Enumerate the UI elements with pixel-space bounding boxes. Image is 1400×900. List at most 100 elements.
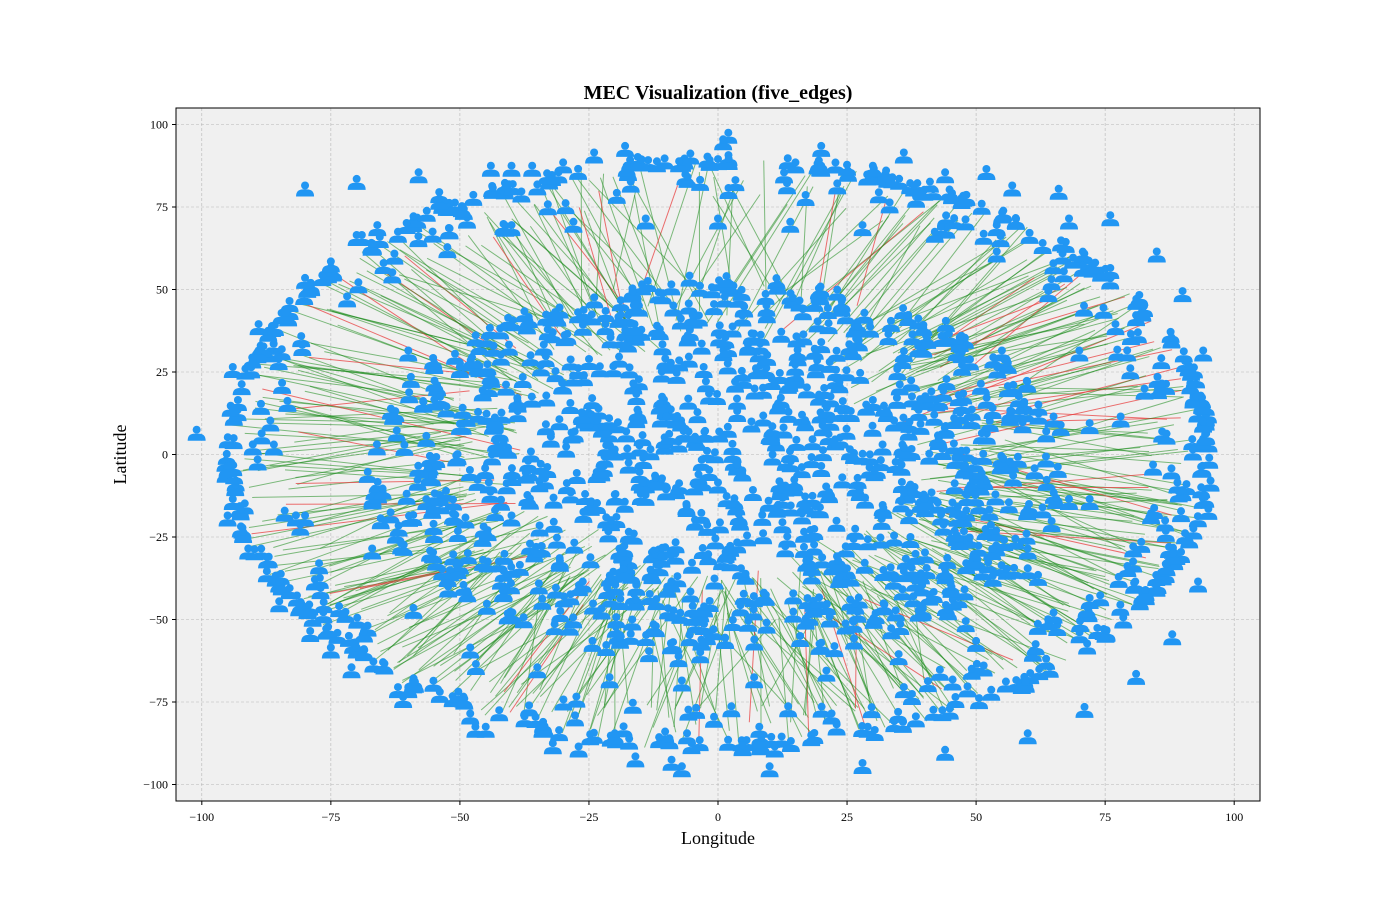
user-marker — [765, 742, 784, 758]
user-marker — [693, 544, 712, 560]
user-marker — [666, 538, 685, 554]
user-marker — [381, 508, 400, 524]
user-marker — [259, 552, 278, 568]
user-markers — [187, 128, 1220, 778]
edge-link — [932, 338, 1126, 392]
user-marker — [759, 496, 778, 512]
edge-link — [708, 162, 765, 287]
edge-link — [304, 390, 455, 425]
edge-link — [249, 363, 488, 383]
user-marker — [742, 417, 761, 433]
user-marker — [425, 359, 444, 375]
user-marker — [796, 492, 815, 508]
user-marker — [924, 587, 943, 603]
user-marker — [536, 420, 555, 436]
user-marker — [1121, 364, 1140, 380]
user-marker — [448, 526, 467, 542]
user-marker — [544, 517, 563, 533]
user-marker — [1127, 311, 1146, 327]
user-marker — [672, 676, 691, 692]
user-marker — [760, 762, 779, 778]
user-marker — [532, 542, 551, 558]
user-marker — [596, 306, 615, 322]
user-marker — [627, 390, 646, 406]
edge-link — [561, 609, 608, 734]
user-marker — [1070, 346, 1089, 362]
user-marker — [945, 414, 964, 430]
edge-link — [433, 583, 557, 681]
user-marker — [528, 663, 547, 679]
user-marker — [980, 416, 999, 432]
user-marker — [688, 408, 707, 424]
user-marker — [550, 556, 569, 572]
x-tick-label: 100 — [1225, 810, 1243, 824]
user-marker — [1003, 181, 1022, 197]
user-marker — [296, 273, 315, 289]
edge-link — [841, 574, 894, 689]
user-marker — [787, 332, 806, 348]
edge-link — [269, 464, 436, 476]
edge-link — [700, 183, 736, 287]
user-marker — [982, 685, 1001, 701]
user-marker — [444, 550, 463, 566]
user-marker — [875, 600, 894, 616]
user-marker — [946, 453, 965, 469]
user-marker — [397, 489, 416, 505]
user-marker — [232, 380, 251, 396]
user-marker — [894, 567, 913, 583]
user-marker — [869, 188, 888, 204]
user-marker — [974, 229, 993, 245]
user-marker — [486, 506, 505, 522]
user-marker — [736, 569, 755, 585]
edge-link — [327, 521, 470, 605]
user-marker — [319, 622, 338, 638]
user-marker — [946, 693, 965, 708]
user-marker — [1156, 526, 1175, 542]
user-marker — [956, 191, 975, 207]
user-marker — [904, 592, 923, 608]
edge-link — [404, 278, 529, 344]
user-marker — [321, 643, 340, 659]
user-marker — [977, 165, 996, 180]
overload-link — [935, 378, 1182, 414]
edge-link — [810, 604, 860, 730]
user-marker — [753, 510, 772, 526]
user-marker — [788, 373, 807, 389]
edge-link — [746, 593, 815, 703]
user-marker — [885, 531, 904, 547]
user-marker — [825, 642, 844, 658]
user-marker — [641, 565, 660, 581]
user-marker — [607, 188, 626, 204]
user-marker — [508, 407, 527, 423]
user-marker — [545, 620, 564, 636]
user-marker — [381, 404, 400, 420]
user-marker — [886, 457, 905, 473]
edge-link — [329, 512, 501, 567]
user-marker — [614, 722, 633, 738]
edge-link — [433, 242, 587, 353]
edge-link — [960, 444, 1150, 453]
user-marker — [1144, 460, 1163, 476]
user-marker — [1025, 464, 1044, 480]
user-marker — [1016, 677, 1035, 693]
user-marker — [1135, 302, 1154, 318]
user-marker — [257, 567, 276, 583]
user-marker — [948, 511, 967, 527]
edge-link — [533, 204, 586, 312]
user-marker — [796, 416, 815, 432]
user-marker — [906, 712, 925, 728]
edge-link — [270, 422, 425, 428]
user-marker — [844, 617, 863, 633]
user-marker — [585, 148, 604, 164]
user-marker — [887, 393, 906, 409]
edge-link — [417, 545, 563, 649]
user-marker — [610, 352, 629, 368]
edge-link — [733, 204, 788, 285]
edge-link — [820, 570, 925, 699]
user-marker — [425, 376, 444, 392]
user-marker — [290, 601, 309, 617]
user-marker — [427, 555, 446, 571]
user-marker — [373, 484, 392, 500]
user-marker — [550, 415, 569, 431]
edge-link — [764, 186, 845, 329]
